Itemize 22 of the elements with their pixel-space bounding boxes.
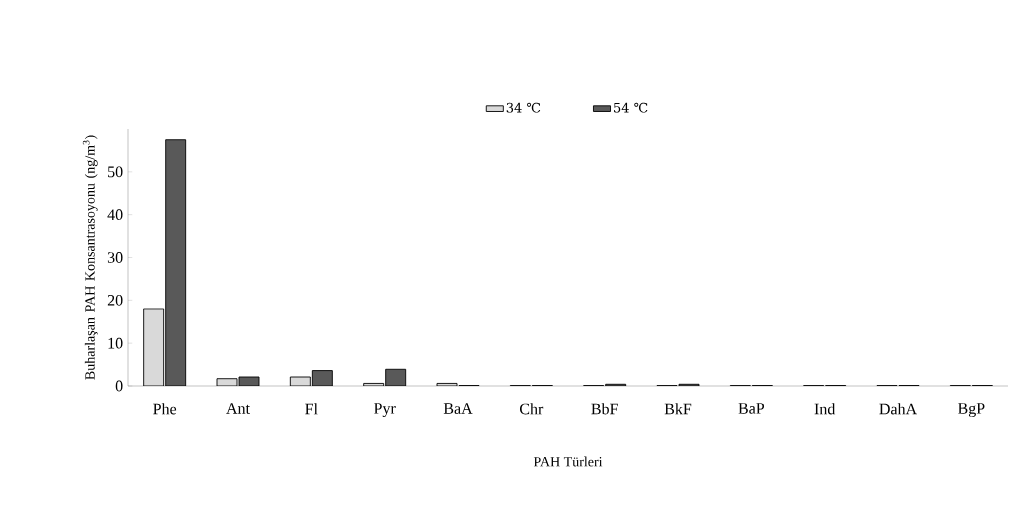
y-tick-label: 0 [115,380,123,392]
y-tick-label: 50 [108,166,123,178]
x-tick-label: BbF [591,403,618,415]
x-tick-label: BaP [738,403,765,414]
x-tick-label: BaA [443,403,473,414]
x-tick-label: Ind [814,403,836,415]
legend-label: 54 ℃ [614,102,648,113]
x-tick-label: BkF [664,403,692,415]
y-tick-label: 10 [108,337,123,349]
legend-label: 34 ℃ [506,102,541,113]
x-tick-label: BgP [958,403,985,418]
x-axis-title: PAH Türleri [533,456,603,467]
x-tick-label: Ant [226,403,250,414]
x-tick-label: Phe [153,403,177,415]
x-tick-label: Chr [520,403,544,415]
x-tick-label: DahA [879,403,917,415]
x-tick-label: Pyr [374,403,396,418]
y-tick-label: 30 [107,252,123,263]
y-axis-title: Buharlaşan PAH Konsantrasoyonu (ng/m$^{3}$) [82,135,98,380]
y-tick-label: 40 [107,209,123,221]
x-tick-label: Fl [305,403,318,415]
y-tick-label: 20 [107,294,123,306]
